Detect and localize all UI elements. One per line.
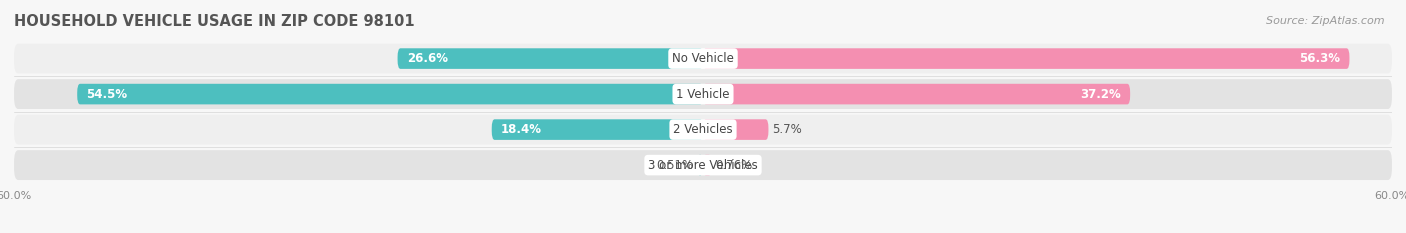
FancyBboxPatch shape <box>703 48 1350 69</box>
Text: 2 Vehicles: 2 Vehicles <box>673 123 733 136</box>
FancyBboxPatch shape <box>14 44 1392 73</box>
FancyBboxPatch shape <box>77 84 703 104</box>
Text: 54.5%: 54.5% <box>86 88 128 101</box>
Text: No Vehicle: No Vehicle <box>672 52 734 65</box>
Text: Source: ZipAtlas.com: Source: ZipAtlas.com <box>1267 16 1385 26</box>
Text: 1 Vehicle: 1 Vehicle <box>676 88 730 101</box>
FancyBboxPatch shape <box>703 155 711 175</box>
Text: HOUSEHOLD VEHICLE USAGE IN ZIP CODE 98101: HOUSEHOLD VEHICLE USAGE IN ZIP CODE 9810… <box>14 14 415 29</box>
FancyBboxPatch shape <box>703 119 769 140</box>
Text: 0.76%: 0.76% <box>716 159 752 171</box>
FancyBboxPatch shape <box>398 48 703 69</box>
Text: 5.7%: 5.7% <box>772 123 801 136</box>
FancyBboxPatch shape <box>697 155 703 175</box>
Text: 18.4%: 18.4% <box>501 123 541 136</box>
Text: 26.6%: 26.6% <box>406 52 447 65</box>
Text: 3 or more Vehicles: 3 or more Vehicles <box>648 159 758 171</box>
FancyBboxPatch shape <box>14 115 1392 144</box>
FancyBboxPatch shape <box>492 119 703 140</box>
FancyBboxPatch shape <box>14 79 1392 109</box>
Text: 0.51%: 0.51% <box>657 159 693 171</box>
Text: 56.3%: 56.3% <box>1299 52 1340 65</box>
Text: 37.2%: 37.2% <box>1080 88 1121 101</box>
FancyBboxPatch shape <box>703 84 1130 104</box>
FancyBboxPatch shape <box>14 150 1392 180</box>
